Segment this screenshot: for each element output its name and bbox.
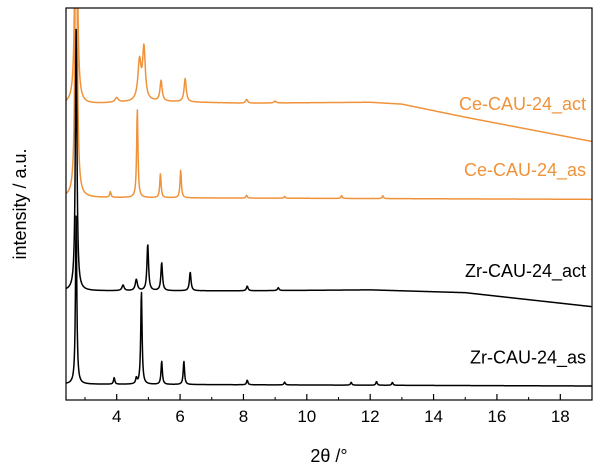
series-labels: Ce-CAU-24_act Ce-CAU-24_as Zr-CAU-24_act Zr… [459,94,586,368]
x-tick-label: 10 [297,407,316,426]
series-line-zr-cau-24-as [66,215,592,387]
series-line-ce-cau-24-act [66,8,592,143]
y-axis-title: intensity / a.u. [10,148,30,259]
series-layer [66,8,592,387]
x-tick-label: 12 [361,407,380,426]
series-label-zr-cau-24-as: Zr-CAU-24_as [470,347,586,368]
x-tick-label: 16 [487,407,506,426]
x-tick-label: 14 [424,407,443,426]
series-line-ce-cau-24-as [66,8,592,201]
x-tick-label: 6 [175,407,184,426]
series-line-zr-cau-24-act [66,28,592,308]
plot-frame [65,7,593,401]
series-label-ce-cau-24-act: Ce-CAU-24_act [459,94,586,115]
series-label-zr-cau-24-act: Zr-CAU-24_act [465,261,586,282]
x-tick-label: 8 [239,407,248,426]
x-tick-label: 18 [551,407,570,426]
x-axis: 4 6 8 10 12 14 16 18 [84,394,570,426]
x-tick-label: 4 [112,407,121,426]
x-axis-title: 2θ /° [310,446,347,466]
series-label-ce-cau-24-as: Ce-CAU-24_as [464,160,586,181]
